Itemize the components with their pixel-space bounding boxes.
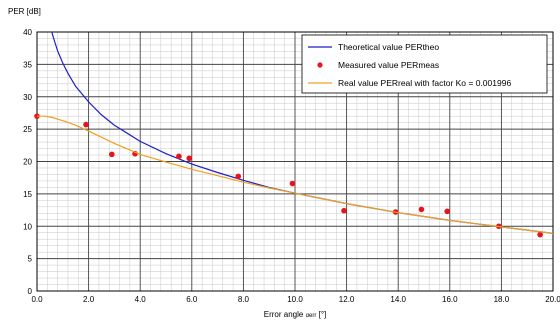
- x-tick-label: 16.0: [442, 295, 458, 304]
- x-tick-label: 6.0: [186, 295, 198, 304]
- y-tick-label: 10: [23, 222, 32, 231]
- measured-point: [444, 208, 451, 215]
- legend-swatch-measured: [317, 62, 323, 68]
- x-tick-label: 10.0: [287, 295, 303, 304]
- measured-point: [537, 231, 543, 238]
- measured-point: [289, 180, 296, 187]
- x-tick-label: 18.0: [494, 295, 510, 304]
- measured-point: [186, 155, 193, 162]
- x-axis-label-unit: [°]: [316, 310, 326, 319]
- y-tick-label: 5: [28, 255, 33, 264]
- measured-point: [341, 207, 347, 214]
- x-tick-label: 20.0: [545, 295, 560, 304]
- y-tick-label: 0: [28, 287, 33, 296]
- x-tick-label: 8.0: [238, 295, 250, 304]
- tick-labels: 0.0 2.0 4.0 6.0 8.0 10.0 12.0 14.0 16.0 18.0 20.0 0…: [23, 28, 560, 304]
- y-tick-label: 15: [23, 190, 32, 199]
- measured-point: [109, 151, 115, 158]
- series-layer: [34, 32, 553, 238]
- y-axis-label: PER [dB]: [8, 7, 41, 16]
- y-tick-label: 25: [23, 125, 32, 134]
- measured-point: [235, 173, 242, 180]
- legend-box: [301, 34, 548, 94]
- legend-label-theoretical: Theoretical value PERtheo: [338, 42, 439, 52]
- x-tick-label: 4.0: [135, 295, 147, 304]
- plot-frame: [36, 31, 554, 292]
- measured-point: [83, 121, 89, 128]
- x-tick-label: 12.0: [339, 295, 355, 304]
- y-tick-label: 20: [23, 158, 32, 167]
- measured-point: [176, 153, 182, 160]
- y-tick-label: 40: [23, 28, 32, 37]
- x-axis-label: Error angle αerr [°]: [264, 310, 327, 319]
- legend: Theoretical value PERtheo Measured value…: [301, 34, 548, 94]
- y-tick-label: 35: [23, 60, 32, 69]
- x-tick-label: 14.0: [390, 295, 406, 304]
- real-value-curve: [37, 115, 553, 234]
- y-tick-label: 30: [23, 93, 32, 102]
- x-axis-label-main: Error angle: [264, 310, 304, 319]
- measured-point: [418, 206, 425, 213]
- legend-label-measured: Measured value PERmeas: [338, 60, 439, 70]
- x-tick-label: 0.0: [31, 295, 43, 304]
- x-tick-label: 2.0: [83, 295, 95, 304]
- x-axis-label-symbol: αerr: [306, 313, 317, 319]
- legend-label-real: Real value PERreal with factor Ko = 0.00…: [338, 78, 511, 88]
